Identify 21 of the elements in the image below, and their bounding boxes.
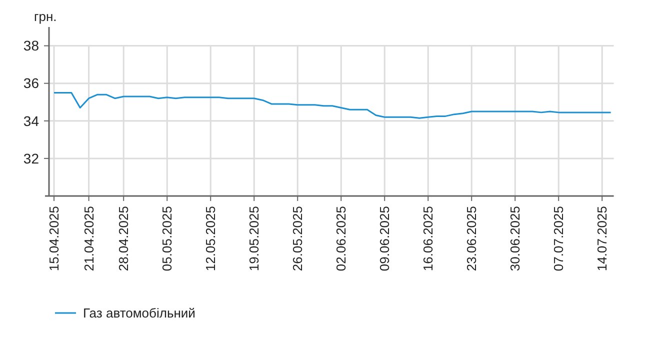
x-tick-label: 09.06.2025 — [377, 206, 392, 272]
x-tick-label: 19.05.2025 — [246, 206, 262, 272]
x-tick-label: 15.04.2025 — [46, 206, 62, 272]
y-axis-title: грн. — [34, 9, 57, 24]
x-tick-label: 12.05.2025 — [203, 206, 218, 272]
x-tick-label: 07.07.2025 — [551, 206, 566, 272]
x-tick-label: 05.05.2025 — [160, 206, 175, 272]
x-tick-label: 02.06.2025 — [334, 206, 349, 272]
x-tick-label: 23.06.2025 — [464, 206, 480, 272]
x-tick-label: 21.04.2025 — [81, 206, 96, 272]
line-series — [53, 92, 612, 119]
y-tick-label: 36 — [23, 75, 40, 92]
x-tick-label: 14.07.2025 — [594, 206, 610, 272]
x-tick-label: 26.05.2025 — [290, 206, 306, 272]
legend-label: Газ автомобільний — [83, 306, 196, 321]
y-tick-label: 32 — [23, 150, 40, 166]
x-tick-label: 30.06.2025 — [508, 206, 523, 272]
y-tick-label: 34 — [23, 112, 40, 129]
x-tick-label: 16.06.2025 — [420, 206, 436, 272]
x-tick-label: 28.04.2025 — [116, 206, 132, 272]
y-tick-label: 38 — [23, 38, 40, 54]
